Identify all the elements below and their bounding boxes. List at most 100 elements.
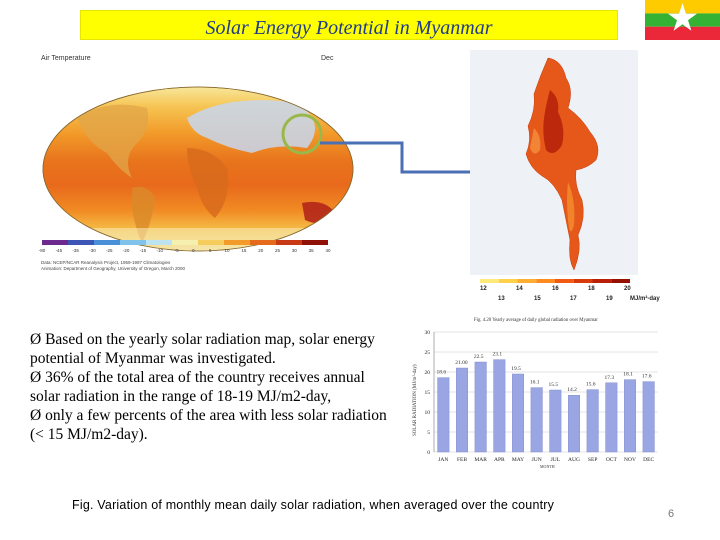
myanmar-legend: 12 14 16 18 20 13 15 17 19 MJ/m²-day: [480, 279, 660, 302]
chart-bar: [586, 389, 599, 453]
chart-value-label: 18.6: [437, 370, 447, 376]
chart-xtick-label: MAY: [512, 457, 524, 463]
chart-value-label: 14.2: [567, 387, 577, 393]
chart-xtick-label: DEC: [643, 457, 654, 463]
myanmar-flag-icon: [645, 0, 720, 40]
legend-value: 20: [624, 286, 631, 292]
legend-value: 12: [480, 286, 487, 292]
chart-xtick-label: OCT: [606, 457, 618, 463]
chart-value-label: 16.1: [530, 380, 540, 386]
chart-bar: [568, 394, 580, 453]
chart-value-label: 22.5: [474, 354, 484, 360]
scale-tick-label: -15: [140, 248, 147, 253]
legend-swatch: [592, 279, 612, 283]
world-map-credit-1: Data: NCEP/NCAR Reanalysis Project, 1959…: [41, 260, 171, 265]
myanmar-highlight-circle: [281, 113, 323, 155]
world-map-credit-2: Animation: Department of Geography, Univ…: [41, 266, 185, 271]
chart-value-label: 23.1: [493, 352, 503, 358]
scale-tick-label: 30: [292, 248, 298, 253]
bullet-item: Ø only a few percents of the area with l…: [30, 407, 387, 443]
chart-value-label: 21.00: [455, 360, 468, 366]
legend-value: 14: [516, 286, 523, 292]
scale-tick-label: 25: [275, 248, 281, 253]
chart-title: Fig. 4.20 Yearly average of daily global…: [474, 318, 598, 323]
chart-ytick-label: 15: [425, 390, 431, 396]
scale-tick-label: -45: [56, 248, 63, 253]
title-banner: Solar Energy Potential in Myanmar: [80, 10, 618, 40]
chart-xtick-label: AUG: [568, 457, 580, 463]
chart-value-label: 19.5: [511, 366, 521, 372]
legend-swatch: [498, 279, 518, 283]
legend-swatch: [573, 279, 593, 283]
legend-value: 17: [570, 296, 577, 302]
chart-xtick-label: JUL: [551, 457, 561, 463]
chart-bar: [642, 381, 655, 453]
legend-swatch: [480, 279, 499, 283]
slide-title: Solar Energy Potential in Myanmar: [205, 17, 493, 39]
scale-tick-label: 20: [258, 248, 264, 253]
legend-swatch: [536, 279, 555, 283]
scale-tick-label: -25: [106, 248, 113, 253]
myanmar-solar-map: [470, 50, 638, 275]
chart-xtick-label: JAN: [438, 457, 448, 463]
scale-tick-label: 10: [225, 248, 231, 253]
figure-caption: Fig. Variation of monthly mean daily sol…: [72, 498, 555, 512]
scale-tick-label: -35: [72, 248, 79, 253]
scale-tick-label: -10: [157, 248, 164, 253]
chart-ytick-label: 5: [427, 430, 430, 436]
legend-unit: MJ/m²-day: [630, 295, 660, 302]
chart-ytick-label: 0: [427, 450, 430, 456]
world-map-title: Air Temperature: [41, 55, 91, 62]
chart-xtick-label: APR: [494, 457, 505, 463]
scale-tick-label: -80: [39, 248, 46, 253]
legend-swatch: [555, 279, 574, 283]
scale-tick-label: 0: [192, 248, 195, 253]
chart-xtick-label: JUN: [532, 457, 542, 463]
chart-ytick-label: 10: [425, 410, 431, 416]
bullet-item: Ø Based on the yearly solar radiation ma…: [30, 331, 375, 367]
scale-tick-label: -20: [123, 248, 130, 253]
chart-xtick-label: FEB: [457, 457, 467, 463]
bullet-item: Ø 36% of the total area of the country r…: [30, 369, 365, 405]
scale-tick-label: 15: [241, 248, 247, 253]
temperature-scale: [42, 240, 328, 245]
legend-swatch: [611, 279, 630, 283]
legend-value: 16: [552, 286, 559, 292]
chart-value-label: 15.6: [586, 382, 596, 388]
chart-xtick-label: SEP: [588, 457, 597, 463]
monthly-radiation-chart: Fig. 4.20 Yearly average of daily global…: [412, 318, 658, 469]
chart-value-label: 17.6: [642, 374, 652, 380]
legend-value: 13: [498, 296, 505, 302]
chart-bar: [437, 377, 450, 453]
chart-ytick-label: 30: [425, 330, 431, 336]
chart-ytick-label: 25: [425, 350, 431, 356]
chart-bar: [512, 373, 524, 453]
scale-tick-label: 35: [309, 248, 315, 253]
world-temperature-map: Air Temperature Dec -80 -45 -35 -30 -25 -20 -1…: [39, 55, 354, 271]
scale-tick-label: 5: [209, 248, 212, 253]
bullet-list: Ø Based on the yearly solar radiation ma…: [30, 330, 388, 444]
chart-xtick-label: MAR: [474, 457, 487, 463]
chart-bar: [624, 379, 636, 453]
scale-tick-label: 40: [325, 248, 331, 253]
world-map-month: Dec: [321, 55, 334, 62]
scale-tick-label: -30: [89, 248, 96, 253]
chart-xlabel: MONTH: [540, 464, 555, 469]
legend-value: 19: [606, 296, 613, 302]
chart-bar: [530, 387, 543, 453]
legend-value: 15: [534, 296, 541, 302]
chart-bar: [493, 359, 506, 453]
chart-xtick-label: NOV: [624, 457, 636, 463]
legend-value: 18: [588, 286, 595, 292]
chart-bar: [549, 389, 562, 453]
chart-ylabel: SOLAR RADIATION (MJ/m²-day): [412, 364, 418, 436]
chart-bar: [456, 367, 468, 453]
chart-ytick-label: 20: [425, 370, 431, 376]
legend-swatch: [517, 279, 537, 283]
scale-tick-label: -5: [175, 248, 179, 253]
chart-value-label: 17.3: [605, 375, 615, 381]
chart-value-label: 15.5: [549, 382, 559, 388]
chart-bar: [474, 361, 487, 453]
chart-bar: [605, 382, 618, 453]
page-number: 6: [668, 508, 675, 520]
